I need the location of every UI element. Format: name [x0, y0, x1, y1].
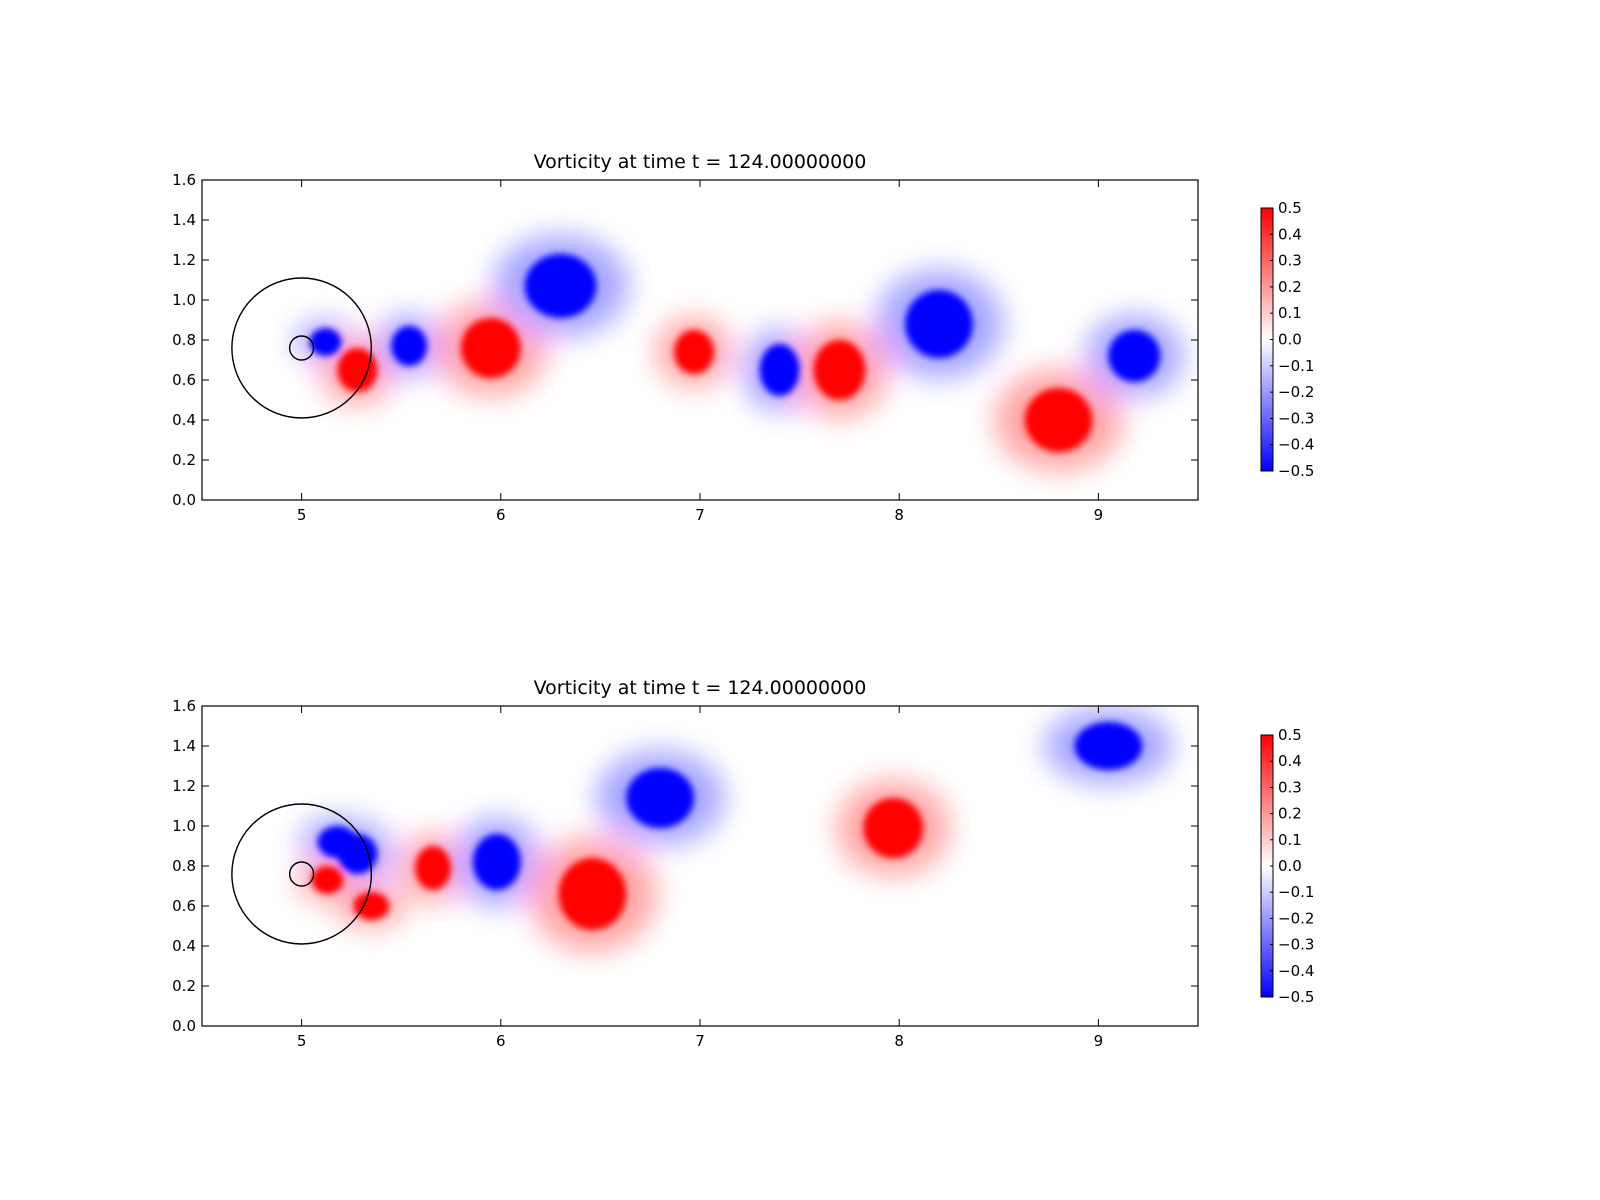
y-tick-label: 1.4: [172, 211, 196, 229]
negative-vortex: [309, 328, 342, 356]
colorbar-tick-label: −0.1: [1278, 357, 1314, 375]
colorbar-tick-label: −0.5: [1278, 462, 1314, 480]
y-tick-label: 0.8: [172, 331, 196, 349]
colorbar-tick-label: 0.5: [1278, 199, 1302, 217]
chart-top: Vorticity at time t = 124.00000000 5 6 7 8 9…: [172, 151, 1314, 524]
positive-vortex: [674, 330, 714, 374]
negative-vortex: [626, 768, 695, 828]
cylinder-circle: [288, 335, 315, 361]
y-tick-label: 1.0: [172, 817, 196, 835]
negative-vortex: [1074, 722, 1143, 770]
positive-vortex: [813, 340, 866, 400]
y-tick-label: 1.2: [172, 777, 196, 795]
colorbar-tick-label: −0.5: [1278, 988, 1314, 1006]
y-tick-label: 1.0: [172, 291, 196, 309]
y-tick-label: 0.0: [172, 1017, 196, 1035]
y-tick-label: 0.4: [172, 937, 196, 955]
x-tick-label: 5: [297, 506, 307, 524]
negative-vortex: [759, 344, 800, 396]
negative-vortex: [391, 326, 428, 366]
negative-vortex: [472, 834, 521, 890]
positive-vortex: [415, 846, 451, 890]
colorbar-tick-label: 0.3: [1278, 778, 1302, 796]
outer-circle: [231, 803, 373, 945]
colorbar-tick-label: −0.4: [1278, 962, 1314, 980]
colorbar-tick-label: 0.1: [1278, 831, 1302, 849]
x-tick-label: 9: [1094, 506, 1104, 524]
x-tick-label: 7: [695, 506, 705, 524]
colorbar-tick-label: −0.4: [1278, 436, 1314, 454]
colorbar-tick-label: 0.2: [1278, 805, 1302, 823]
vorticity-field: [231, 234, 1184, 472]
y-tick-label: 1.6: [172, 171, 196, 189]
colorbar-tick-label: −0.3: [1278, 936, 1314, 954]
x-tick-label: 5: [297, 1032, 307, 1050]
negative-vortex: [524, 254, 597, 318]
colorbar-tick-label: 0.5: [1278, 726, 1302, 744]
y-tick-label: 1.2: [172, 251, 196, 269]
y-tick-label: 1.6: [172, 697, 196, 715]
x-tick-label: 8: [894, 1032, 904, 1050]
y-tick-label: 0.6: [172, 897, 196, 915]
colorbar-tick-label: 0.2: [1278, 278, 1302, 296]
positive-vortex: [460, 318, 521, 378]
colorbar-tick-label: 0.4: [1278, 225, 1302, 243]
positive-vortex: [863, 798, 924, 858]
chart-title: Vorticity at time t = 124.00000000: [534, 151, 867, 173]
chart-title: Vorticity at time t = 124.00000000: [534, 677, 867, 699]
colorbar-tick-label: −0.2: [1278, 383, 1314, 401]
positive-vortex: [558, 858, 627, 930]
colorbar-tick-label: 0.0: [1278, 857, 1302, 875]
x-tick-label: 8: [894, 506, 904, 524]
vorticity-field: [231, 707, 1173, 952]
positive-vortex: [311, 866, 344, 894]
colorbar-tick-label: 0.1: [1278, 304, 1302, 322]
y-tick-label: 0.2: [172, 451, 196, 469]
outer-circle: [231, 277, 373, 419]
colorbar-tick-label: 0.4: [1278, 752, 1302, 770]
y-tick-label: 0.2: [172, 977, 196, 995]
x-tick-label: 7: [695, 1032, 705, 1050]
positive-vortex: [337, 348, 378, 392]
colorbar-tick-label: −0.2: [1278, 909, 1314, 927]
y-tick-label: 0.6: [172, 371, 196, 389]
negative-vortex: [337, 834, 378, 874]
colorbar-tick-label: 0.0: [1278, 331, 1302, 349]
colorbar-tick-label: 0.3: [1278, 252, 1302, 270]
chart-bottom: Vorticity at time t = 124.00000000 5 6 7 8 9…: [172, 677, 1314, 1050]
y-tick-label: 1.4: [172, 737, 196, 755]
colorbar-tick-label: −0.3: [1278, 409, 1314, 427]
y-tick-label: 0.8: [172, 857, 196, 875]
y-tick-label: 0.4: [172, 411, 196, 429]
positive-vortex: [1024, 388, 1093, 452]
cylinder-circle: [288, 861, 315, 887]
negative-vortex: [905, 290, 973, 358]
x-tick-label: 6: [496, 506, 506, 524]
negative-vortex: [1108, 330, 1161, 382]
x-tick-label: 9: [1094, 1032, 1104, 1050]
positive-vortex: [353, 892, 390, 920]
colorbar-tick-label: −0.1: [1278, 883, 1314, 901]
y-tick-label: 0.0: [172, 491, 196, 509]
x-tick-label: 6: [496, 1032, 506, 1050]
